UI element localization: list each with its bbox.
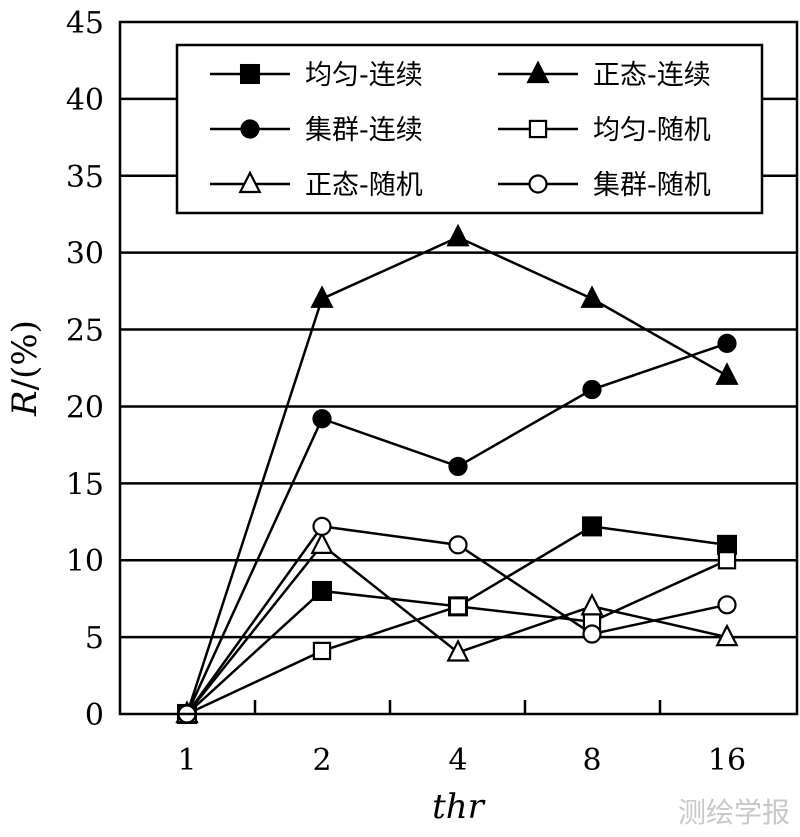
y-tick-label: 35 [66, 160, 104, 195]
series-line [185, 525, 728, 715]
series-line [186, 525, 728, 715]
legend-label: 正态-随机 [305, 170, 423, 201]
data-point [580, 592, 604, 616]
data-point [528, 174, 548, 194]
legend-label: 集群-连续 [305, 115, 423, 146]
data-point [446, 223, 470, 247]
series-group [175, 223, 739, 725]
y-tick-label: 20 [66, 390, 104, 425]
data-point [717, 333, 737, 353]
watermark: 测绘学报 [678, 796, 790, 829]
y-tick-label: 40 [66, 83, 104, 118]
legend-label: 均匀-随机 [593, 115, 711, 146]
data-point [311, 580, 333, 602]
data-point [312, 516, 332, 536]
legend-entry: 均匀-随机 [498, 115, 711, 146]
x-axis-ticks: 1 2 4 8 16 [177, 700, 746, 778]
legend-entry: 正态-随机 [210, 170, 423, 201]
data-point [448, 535, 468, 555]
plot-frame [118, 20, 799, 716]
y-tick-label: 30 [66, 237, 104, 272]
x-tick-label: 1 [177, 743, 196, 778]
x-tick-label: 8 [582, 743, 601, 778]
legend-entry: 集群-随机 [498, 170, 711, 201]
data-point [715, 623, 739, 647]
y-tick-label: 45 [66, 6, 104, 41]
data-point [310, 285, 334, 308]
legend-label: 均匀-连续 [305, 60, 423, 91]
y-axis-title: R/(%) [5, 320, 45, 417]
y-tick-label: 0 [85, 698, 104, 733]
series-line [186, 543, 728, 715]
data-point [240, 119, 260, 139]
data-point [446, 639, 470, 662]
x-tick-label: 16 [708, 743, 746, 778]
data-point [715, 362, 739, 385]
x-tick-label: 2 [312, 743, 331, 778]
legend-label: 正态-连续 [593, 60, 711, 91]
data-point [312, 409, 332, 429]
y-tick-label: 25 [66, 314, 104, 349]
x-axis-title: thr [432, 787, 486, 827]
data-point [581, 516, 603, 537]
series-triangle-open [175, 531, 739, 724]
data-point [582, 379, 602, 400]
data-point [580, 285, 604, 308]
legend-entry: 均匀-连续 [210, 60, 423, 91]
y-tick-label: 15 [66, 467, 104, 502]
data-point [310, 531, 334, 554]
data-point [238, 170, 262, 194]
data-point [717, 595, 737, 615]
data-point [239, 63, 261, 85]
y-axis-ticks: 0 5 10 15 20 25 30 35 40 45 [66, 6, 104, 733]
series-circle-filled [177, 333, 737, 724]
legend-entry: 集群-连续 [210, 115, 423, 146]
legend-label: 集群-随机 [593, 170, 711, 201]
data-point [448, 456, 468, 477]
x-tick-label: 4 [448, 743, 467, 778]
data-point [448, 597, 468, 616]
data-point [582, 624, 602, 644]
data-point [717, 551, 737, 570]
y-tick-label: 5 [85, 621, 104, 656]
data-point [526, 60, 550, 84]
legend-entry: 正态-连续 [498, 60, 711, 91]
data-point [528, 119, 548, 139]
data-point [312, 641, 332, 661]
y-tick-label: 10 [66, 544, 104, 579]
